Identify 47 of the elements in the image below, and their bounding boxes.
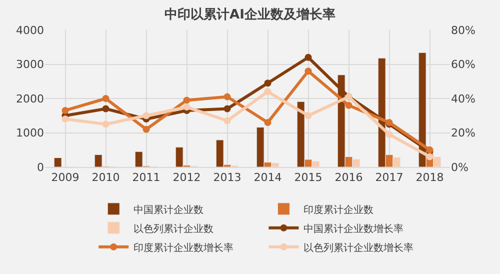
x-tick-label: 2016 bbox=[334, 171, 363, 184]
point bbox=[345, 102, 352, 109]
y-tick-label: 4000 bbox=[16, 24, 44, 37]
y2-tick-label: 80% bbox=[451, 24, 476, 37]
y2-tick-label: 20% bbox=[451, 126, 476, 140]
y-tick-label: 1000 bbox=[16, 126, 44, 140]
x-tick-label: 2014 bbox=[254, 171, 282, 184]
point bbox=[62, 106, 69, 114]
point bbox=[102, 105, 110, 112]
point bbox=[224, 93, 231, 100]
point bbox=[102, 95, 110, 102]
y-tick-label: 3000 bbox=[16, 58, 44, 72]
x-tick-label: 2013 bbox=[213, 171, 242, 184]
legend-label: 印度累计企业数增长率 bbox=[134, 242, 234, 254]
point bbox=[264, 88, 272, 96]
point bbox=[264, 118, 272, 126]
legend-label: 中国累计企业数 bbox=[134, 204, 204, 216]
point bbox=[224, 105, 231, 112]
point bbox=[224, 117, 231, 124]
point bbox=[142, 112, 150, 120]
point bbox=[304, 68, 312, 75]
point bbox=[183, 96, 190, 104]
y2-tick-label: 40% bbox=[451, 92, 476, 106]
point bbox=[142, 126, 150, 133]
x-tick-label: 2010 bbox=[92, 171, 120, 184]
point bbox=[304, 54, 312, 61]
point bbox=[62, 116, 69, 123]
x-tick-label: 2011 bbox=[132, 171, 160, 184]
y2-tick-label: 60% bbox=[451, 58, 476, 72]
point bbox=[304, 112, 312, 120]
point bbox=[386, 130, 393, 138]
point bbox=[183, 104, 190, 111]
legend-label: 中国累计企业数增长率 bbox=[304, 222, 404, 235]
legend-label: 以色列累计企业数 bbox=[134, 222, 214, 235]
x-tick-label: 2018 bbox=[416, 171, 444, 184]
point bbox=[264, 80, 272, 87]
x-tick-label: 2009 bbox=[51, 171, 80, 184]
y2-tick-label: 0% bbox=[451, 160, 468, 174]
point bbox=[102, 120, 110, 128]
legend-label: 印度累计企业数 bbox=[304, 204, 374, 216]
chart-title: 中印以累计AI企业数及增长率 bbox=[164, 6, 336, 23]
x-tick-label: 2017 bbox=[375, 171, 404, 184]
x-tick-label: 2012 bbox=[172, 171, 201, 184]
legend-label: 以色列累计企业数增长率 bbox=[304, 242, 414, 254]
y-tick-label: 0 bbox=[37, 160, 44, 174]
y-tick-label: 2000 bbox=[16, 92, 44, 106]
x-tick-label: 2015 bbox=[294, 171, 322, 184]
